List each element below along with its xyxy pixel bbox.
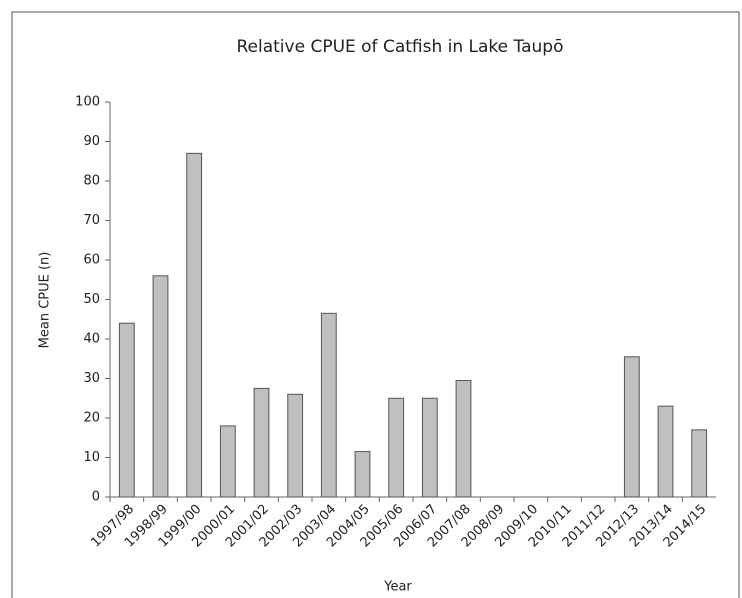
y-axis-label: Mean CPUE (n): [38, 252, 53, 349]
bar: [186, 152, 203, 498]
x-axis-label: Year: [383, 580, 412, 595]
y-tick-label: 10: [83, 450, 100, 465]
bar: [320, 312, 337, 498]
y-tick-label: 30: [83, 371, 100, 386]
bar: [253, 387, 270, 498]
y-tick-label: 90: [83, 134, 100, 149]
y-tick-label: 60: [83, 253, 100, 268]
bar: [118, 322, 135, 498]
bar: [152, 275, 169, 498]
y-tick-label: 50: [83, 292, 100, 307]
bar: [691, 429, 708, 498]
y-tick-label: 70: [83, 213, 100, 228]
bar: [287, 393, 304, 498]
y-tick-label: 100: [75, 95, 100, 110]
y-tick-label: 80: [83, 174, 100, 189]
bar: [219, 425, 236, 498]
bar: [657, 405, 674, 498]
bar: [623, 356, 640, 498]
chart-frame: [11, 11, 740, 598]
y-tick-label: 40: [83, 332, 100, 347]
y-tick-label: 0: [92, 490, 100, 505]
bar: [455, 379, 472, 498]
bar: [388, 397, 405, 498]
y-tick-label: 20: [83, 411, 100, 426]
bar: [354, 451, 371, 498]
chart-title: Relative CPUE of Catfish in Lake Taupō: [236, 37, 563, 57]
bar: [421, 397, 438, 498]
